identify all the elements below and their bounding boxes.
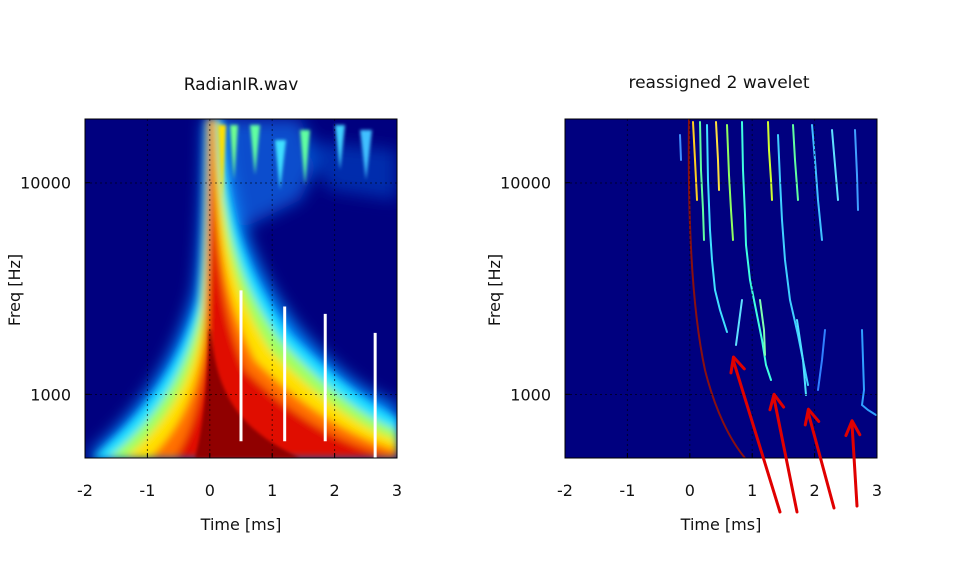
right-x-tick-label: -2 (557, 481, 573, 500)
left-x-tick-label: 1 (267, 481, 277, 500)
left-x-axis-label: Time [ms] (200, 515, 282, 534)
left-heatmap (85, 119, 397, 458)
annotation-arrow (844, 419, 862, 508)
left-grid (85, 119, 397, 458)
right-grid (565, 119, 877, 458)
left-y-tick-label: 1000 (30, 385, 71, 404)
right-x-axis-label: Time [ms] (680, 515, 762, 534)
left-x-tick-label: 2 (330, 481, 340, 500)
marker-lines (239, 290, 377, 458)
left-y-tick-label: 10000 (20, 174, 71, 193)
right-chart: reassigned 2 wavelet (485, 73, 882, 534)
right-y-tick-label: 10000 (500, 174, 551, 193)
right-x-tick-label: -1 (619, 481, 635, 500)
right-ticks: -2 -1 0 1 2 3 1000 10000 (500, 174, 882, 500)
left-chart-title: RadianIR.wav (184, 75, 299, 95)
right-x-tick-label: 3 (872, 481, 882, 500)
right-chart-title: reassigned 2 wavelet (628, 73, 809, 93)
annotation-arrow (729, 355, 782, 514)
right-y-tick-label: 1000 (510, 385, 551, 404)
right-heatmap (565, 119, 877, 458)
right-x-tick-label: 0 (685, 481, 695, 500)
left-x-tick-label: 3 (392, 481, 402, 500)
left-ticks: -2 -1 0 1 2 3 1000 10000 (20, 174, 402, 500)
annotation-arrow (768, 392, 799, 514)
annotation-arrows (729, 355, 862, 514)
right-x-tick-label: 1 (747, 481, 757, 500)
left-chart: RadianIR.wav (5, 75, 402, 534)
left-x-tick-label: -2 (77, 481, 93, 500)
annotation-arrow (803, 407, 836, 510)
left-x-tick-label: -1 (139, 481, 155, 500)
right-x-tick-label: 2 (810, 481, 820, 500)
left-y-axis-label: Freq [Hz] (5, 254, 24, 326)
right-y-axis-label: Freq [Hz] (485, 254, 504, 326)
left-x-tick-label: 0 (205, 481, 215, 500)
